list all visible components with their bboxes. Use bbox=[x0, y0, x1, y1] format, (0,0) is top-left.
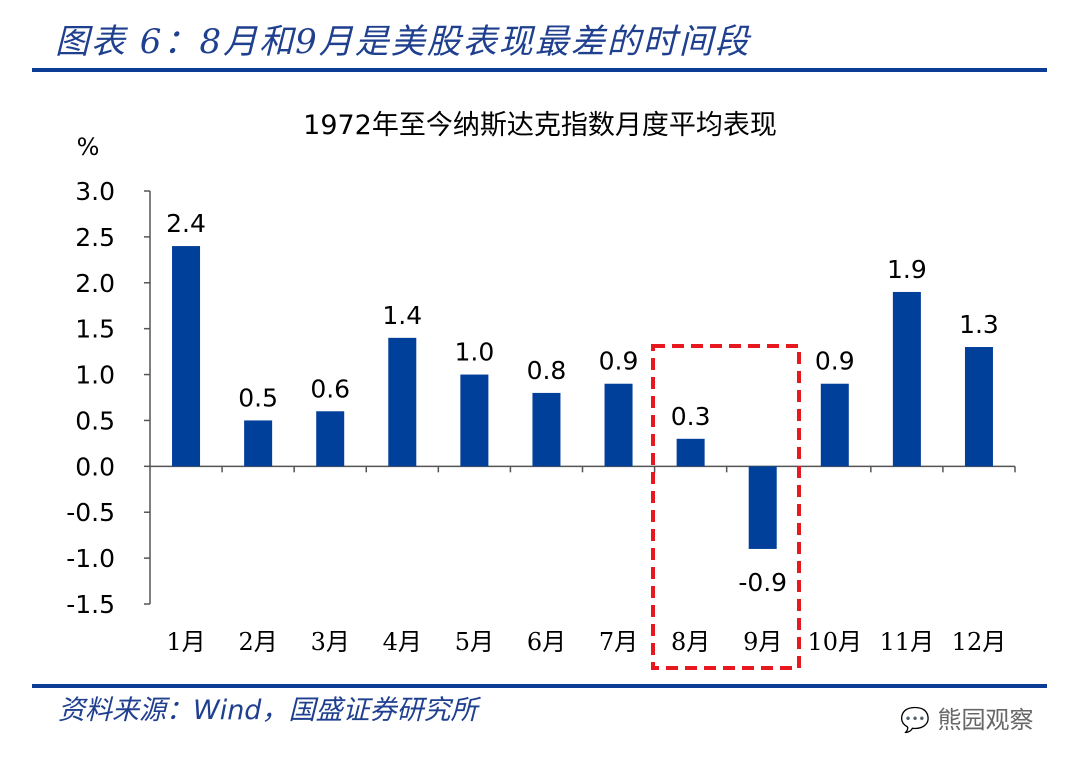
data-label: 0.6 bbox=[310, 374, 350, 403]
data-label: 0.8 bbox=[527, 356, 567, 385]
x-tick-label: 1月 bbox=[166, 628, 205, 656]
wechat-icon: 💬 bbox=[900, 706, 930, 734]
x-tick-label: 9月 bbox=[743, 628, 782, 656]
data-label: 0.9 bbox=[815, 347, 855, 376]
y-tick-label: 1.5 bbox=[75, 315, 115, 344]
top-rule bbox=[32, 68, 1047, 72]
data-label: 1.3 bbox=[959, 310, 999, 339]
x-tick-label: 6月 bbox=[527, 628, 566, 656]
bar-11月 bbox=[892, 291, 921, 467]
data-label: 1.4 bbox=[382, 301, 422, 330]
source-note: 资料来源：Wind，国盛证券研究所 bbox=[58, 695, 478, 726]
bottom-rule bbox=[32, 684, 1047, 688]
y-tick-label: -1.5 bbox=[66, 590, 115, 619]
bar-6月 bbox=[532, 392, 561, 467]
figure-title: 图表 6：8月和9月是美股表现最差的时间段 bbox=[55, 22, 751, 62]
bar-10月 bbox=[820, 383, 849, 467]
data-label: 2.4 bbox=[166, 209, 206, 238]
bar-4月 bbox=[388, 337, 417, 467]
chart-title: 1972年至今纳斯达克指数月度平均表现 bbox=[303, 110, 777, 141]
data-label: 1.9 bbox=[887, 255, 927, 284]
bar-7月 bbox=[604, 383, 633, 467]
y-tick-label: 0.0 bbox=[75, 452, 115, 481]
watermark-text: 熊园观察 bbox=[937, 706, 1034, 734]
x-tick-label: 2月 bbox=[238, 628, 277, 656]
x-tick-label: 7月 bbox=[599, 628, 638, 656]
data-label: -0.9 bbox=[738, 568, 787, 597]
data-label: 0.9 bbox=[599, 347, 639, 376]
highlight-box-aug-sep bbox=[651, 344, 801, 670]
y-tick-label: 2.0 bbox=[75, 269, 115, 298]
x-tick-label: 5月 bbox=[455, 628, 494, 656]
y-tick-label: -0.5 bbox=[66, 498, 115, 527]
bar-12月 bbox=[964, 347, 993, 467]
bar-2月 bbox=[244, 420, 273, 467]
bar-3月 bbox=[316, 411, 345, 467]
data-label: 0.5 bbox=[238, 383, 278, 412]
watermark: 💬 熊园观察 bbox=[900, 700, 1034, 735]
x-tick-label: 8月 bbox=[671, 628, 710, 656]
y-tick-label: 1.0 bbox=[75, 361, 115, 390]
data-label: 0.3 bbox=[671, 402, 711, 431]
bar-5月 bbox=[460, 374, 489, 467]
x-tick-label: 12月 bbox=[952, 628, 1007, 656]
x-tick-label: 10月 bbox=[808, 628, 863, 656]
x-tick-label: 4月 bbox=[383, 628, 422, 656]
bar-8月 bbox=[676, 438, 705, 467]
data-label: 1.0 bbox=[454, 338, 494, 367]
y-tick-label: 2.5 bbox=[75, 223, 115, 252]
bar-1月 bbox=[172, 246, 201, 467]
y-tick-label: -1.0 bbox=[66, 544, 115, 573]
x-tick-label: 3月 bbox=[311, 628, 350, 656]
bar-9月 bbox=[748, 466, 777, 549]
y-tick-label: 0.5 bbox=[75, 406, 115, 435]
y-tick-label: 3.0 bbox=[75, 177, 115, 206]
y-axis-label: % bbox=[77, 133, 100, 161]
x-tick-label: 11月 bbox=[880, 628, 935, 656]
